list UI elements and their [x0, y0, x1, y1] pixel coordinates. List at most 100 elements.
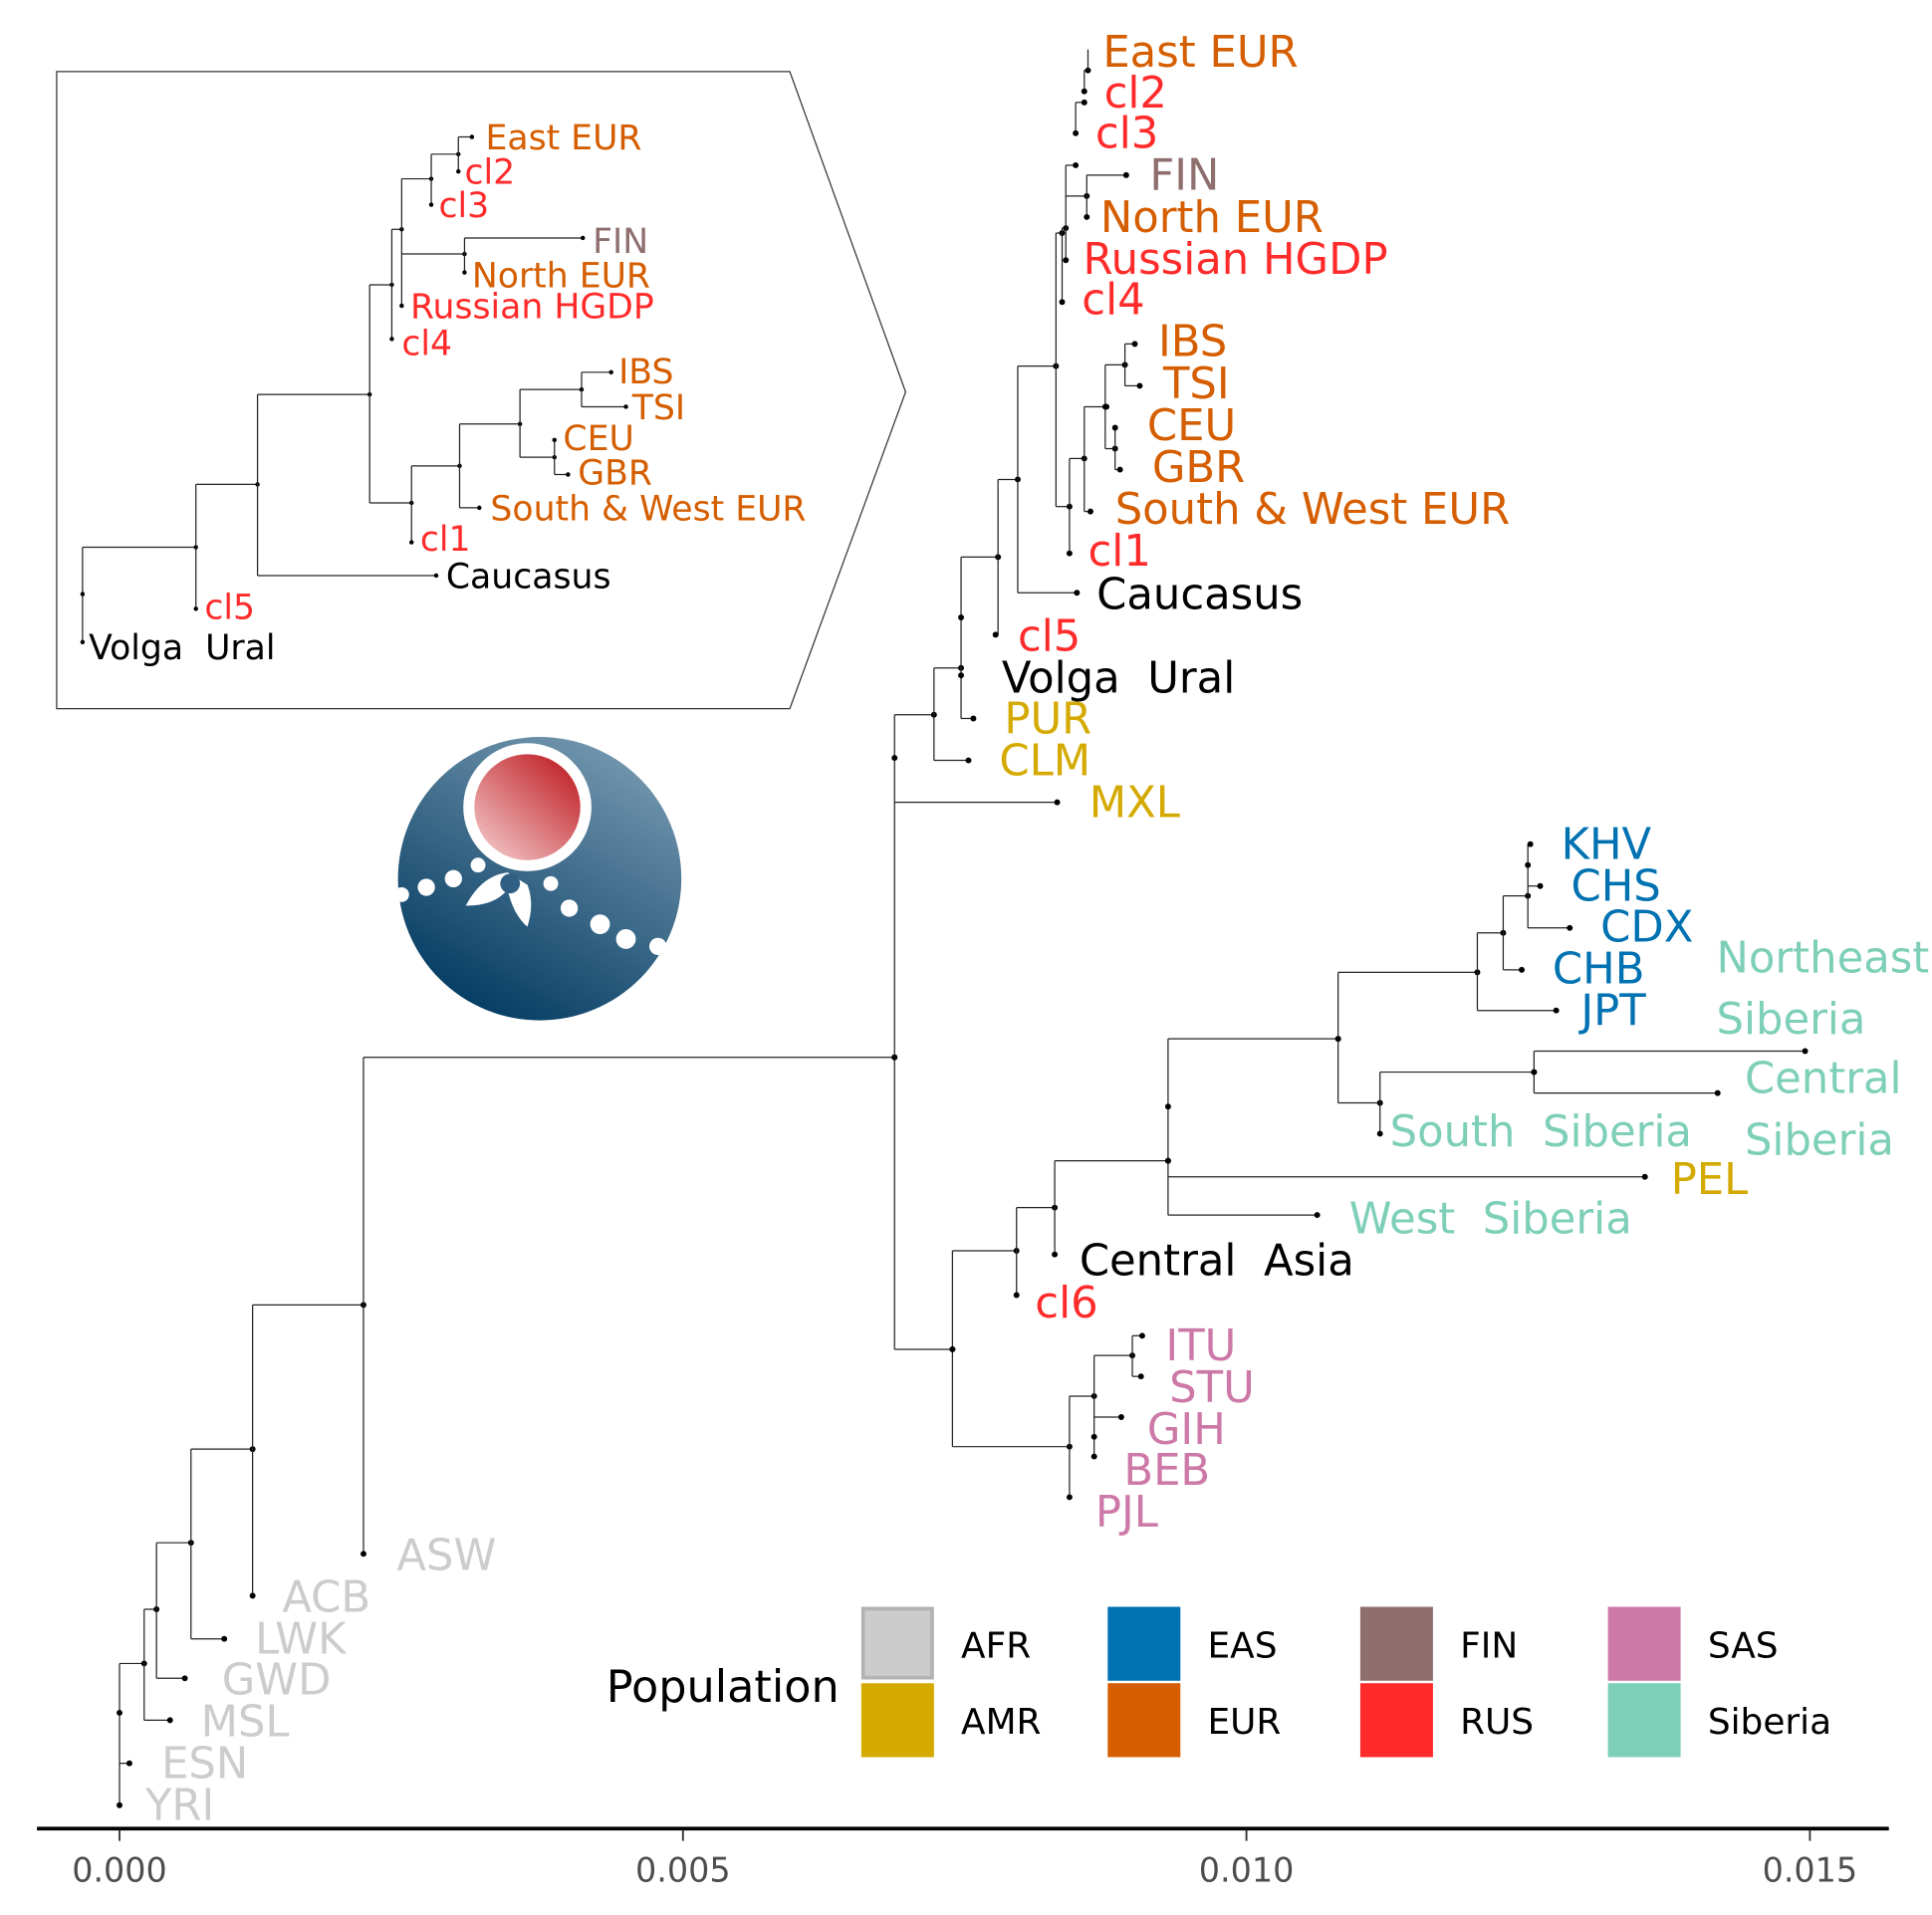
- legend-label: EAS: [1208, 1625, 1278, 1666]
- tree-node: [1138, 1332, 1145, 1339]
- legend-label: Siberia: [1708, 1702, 1831, 1743]
- tree-node: [1063, 257, 1070, 264]
- tree-node: [1714, 1089, 1721, 1096]
- tip-label: GIH: [1147, 1405, 1226, 1455]
- legend-swatch: [1607, 1606, 1681, 1681]
- inset-tip-label: GBR: [578, 453, 652, 493]
- inset-tip-label: cl4: [401, 324, 452, 363]
- tree-node: [965, 757, 972, 764]
- legend-swatch: [1359, 1683, 1433, 1758]
- tip-label-line: Siberia: [1745, 1115, 1894, 1165]
- tree-node: [1641, 1173, 1648, 1180]
- tip-label: Central Asia: [1080, 1237, 1354, 1287]
- tree-node: [399, 303, 404, 309]
- inset-tip-label: cl5: [204, 588, 255, 627]
- legend-swatch: [1359, 1606, 1433, 1681]
- tree-node: [1084, 213, 1090, 220]
- tip-label: Central Siberia: [1745, 1055, 1902, 1166]
- inset-tip-label: CEU: [563, 419, 633, 459]
- tree-node: [361, 1551, 366, 1557]
- tip-label: South & West EUR: [1115, 485, 1510, 535]
- tip-label: KHV: [1562, 821, 1652, 870]
- tree-node: [1111, 424, 1118, 431]
- tip-label: South Siberia: [1390, 1107, 1692, 1157]
- tree-node: [456, 168, 461, 174]
- tree-node: [125, 1760, 132, 1767]
- tree-node: [221, 1635, 228, 1642]
- tip-label: North EUR: [1100, 193, 1324, 243]
- x-axis: 0.000 0.005 0.010 0.015: [37, 1826, 1889, 1889]
- tip-label: Volga Ural: [1002, 653, 1235, 703]
- tree-node: [477, 505, 482, 511]
- tree-node: [1066, 1494, 1073, 1501]
- tree-node: [1116, 466, 1123, 473]
- tip-label: MXL: [1089, 778, 1180, 828]
- tip-label: cl3: [1095, 110, 1158, 159]
- x-tick-label: 0.000: [72, 1850, 167, 1889]
- tree-node: [1081, 99, 1087, 106]
- legend-item-eur: EUR: [1107, 1683, 1282, 1758]
- tip-label: GWD: [222, 1655, 332, 1705]
- tree-node: [469, 134, 475, 139]
- tree-node: [193, 606, 198, 611]
- legend-label: AFR: [961, 1625, 1031, 1666]
- tip-label: PEL: [1671, 1155, 1749, 1205]
- tree-node: [249, 1592, 256, 1599]
- legend-item-eas: EAS: [1107, 1606, 1278, 1681]
- tree-node: [1054, 799, 1061, 806]
- tree-node: [891, 755, 898, 762]
- pomegranate-logo-icon: [393, 737, 682, 1021]
- legend-label: AMR: [961, 1702, 1041, 1743]
- legend-label: FIN: [1460, 1625, 1518, 1666]
- tip-label: YRI: [144, 1782, 214, 1831]
- x-tick-label: 0.015: [1763, 1850, 1858, 1889]
- inset-frame: [56, 71, 907, 710]
- tree-node: [1164, 1157, 1171, 1164]
- tree-node: [1131, 341, 1138, 348]
- tip-label: CDX: [1600, 902, 1693, 952]
- inset-tip-label: IBS: [618, 353, 673, 392]
- inset-tip-label: TSI: [631, 388, 685, 428]
- tip-label: GBR: [1152, 443, 1245, 493]
- legend-item-afr: AFR: [860, 1606, 1031, 1680]
- tip-label: CEU: [1147, 401, 1236, 451]
- tip-label: Northeast Siberia: [1716, 933, 1929, 1045]
- tree-node: [608, 369, 613, 375]
- tip-label: Russian HGDP: [1084, 235, 1388, 285]
- tree-node: [958, 672, 965, 679]
- tree-node: [166, 1717, 173, 1724]
- legend-item-rus: RUS: [1359, 1683, 1534, 1758]
- inset-tip-label: cl1: [420, 520, 471, 560]
- tree-node: [1103, 403, 1110, 410]
- tip-label: cl6: [1035, 1279, 1097, 1328]
- legend-label: EUR: [1208, 1702, 1282, 1743]
- tip-label: Caucasus: [1096, 570, 1303, 619]
- tree-node: [1537, 882, 1544, 889]
- tip-label: ITU: [1165, 1321, 1236, 1371]
- tip-label-line: Northeast: [1716, 933, 1929, 983]
- tree-node: [949, 1345, 956, 1352]
- tip-label: ACB: [282, 1572, 370, 1622]
- tip-label: West Siberia: [1349, 1195, 1632, 1245]
- tree-node: [117, 1801, 122, 1808]
- tree-node: [1525, 861, 1532, 868]
- tree-node: [1531, 1069, 1538, 1076]
- tip-label-line: Central: [1745, 1055, 1902, 1104]
- tree-node: [992, 631, 999, 638]
- tree-node: [1567, 924, 1573, 931]
- tree-node: [462, 270, 467, 275]
- inset-tip-label: cl3: [438, 186, 489, 226]
- tree-node: [428, 202, 434, 207]
- tree-node: [1117, 1414, 1124, 1420]
- tree-node: [409, 540, 414, 545]
- inset-tip-label: Russian HGDP: [410, 287, 654, 327]
- tree-node: [181, 1675, 188, 1682]
- tree-node: [1073, 161, 1080, 168]
- tip-label: CHB: [1553, 944, 1645, 994]
- legend-swatch: [860, 1683, 934, 1758]
- legend-label: RUS: [1460, 1702, 1534, 1743]
- tree-node: [1013, 1292, 1020, 1299]
- tree-node: [1052, 1251, 1059, 1258]
